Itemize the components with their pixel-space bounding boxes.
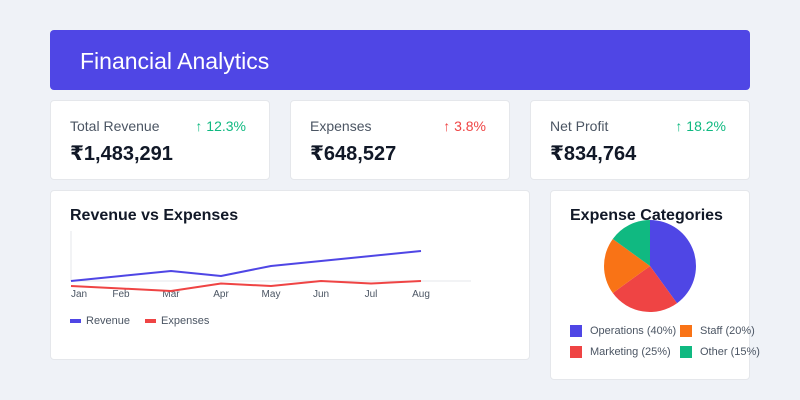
- legend-item-operations: Operations (40%): [570, 325, 676, 337]
- kpi-label: Expenses: [310, 118, 372, 134]
- kpi-change: ↑ 12.3%: [195, 118, 246, 134]
- x-tick-label: May: [262, 289, 281, 300]
- series-line-revenue: [70, 250, 422, 282]
- legend-swatch-staff: [680, 325, 692, 337]
- chart-title: Expense Categories: [570, 207, 723, 224]
- pie-slice-staff: [604, 238, 650, 294]
- legend-swatch-revenue: [70, 319, 81, 323]
- revenue-expenses-chart-card: Revenue vs Expenses Jan Feb Mar Apr May Jun Ju…: [50, 190, 530, 360]
- legend-item-revenue: Revenue: [70, 315, 130, 327]
- legend-swatch-operations: [570, 325, 582, 337]
- pie-slice-operations: [650, 220, 696, 304]
- x-tick-label: Feb: [112, 289, 130, 300]
- x-tick-label: Apr: [213, 289, 229, 300]
- legend-item-other: Other (15%): [680, 346, 760, 358]
- legend-item-staff: Staff (20%): [680, 325, 755, 337]
- x-tick-label: Jun: [313, 289, 329, 300]
- legend-label-marketing: Marketing (25%): [590, 346, 671, 358]
- legend-item-expenses: Expenses: [145, 315, 209, 327]
- chart-title: Revenue vs Expenses: [70, 207, 239, 224]
- kpi-change: ↑ 3.8%: [443, 118, 486, 134]
- pie-chart: [604, 220, 696, 312]
- legend-item-marketing: Marketing (25%): [570, 346, 671, 358]
- legend-label-operations: Operations (40%): [590, 325, 677, 337]
- legend-label-staff: Staff (20%): [700, 325, 755, 337]
- kpi-value: ₹1,483,291: [70, 143, 173, 165]
- kpi-label: Total Revenue: [70, 118, 160, 134]
- legend-swatch-marketing: [570, 346, 582, 358]
- expense-categories-card: Expense Categories Operations (40%) Staf…: [550, 190, 760, 380]
- kpi-value: ₹648,527: [310, 143, 397, 165]
- kpi-card-expenses: Expenses ↑ 3.8% ₹648,527: [290, 100, 510, 180]
- kpi-card-total-revenue: Total Revenue ↑ 12.3% ₹1,483,291: [50, 100, 270, 180]
- series-line-expenses: [70, 280, 422, 292]
- pie-slice-marketing: [612, 266, 678, 312]
- pie-slice-other: [612, 220, 650, 266]
- legend-label-revenue: Revenue: [86, 315, 131, 327]
- header-bar: Financial Analytics: [50, 30, 750, 90]
- legend-label-expenses: Expenses: [161, 315, 210, 327]
- legend-label-other: Other (15%): [700, 346, 760, 358]
- page-title: Financial Analytics: [80, 48, 270, 74]
- x-tick-label: Jan: [71, 289, 87, 300]
- kpi-card-net-profit: Net Profit ↑ 18.2% ₹834,764: [530, 100, 750, 180]
- kpi-value: ₹834,764: [550, 143, 637, 165]
- legend-swatch-expenses: [145, 319, 157, 323]
- kpi-change: ↑ 18.2%: [675, 118, 726, 134]
- line-chart: Jan Feb Mar Apr May Jun Jul Aug: [70, 231, 471, 300]
- x-tick-label: Mar: [162, 289, 180, 300]
- legend-swatch-other: [680, 346, 692, 358]
- x-tick-label: Jul: [365, 289, 378, 300]
- line-chart-legend: Revenue Expenses: [70, 315, 224, 327]
- kpi-label: Net Profit: [550, 118, 609, 134]
- x-tick-label: Aug: [412, 289, 430, 300]
